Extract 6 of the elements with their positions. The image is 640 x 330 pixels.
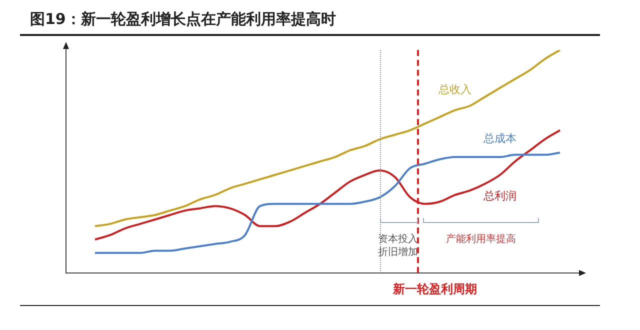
series-label: 总利润 [482, 190, 516, 203]
annotation: 产能利用率提高 [445, 233, 517, 246]
series-label: 总收入 [438, 83, 472, 96]
text: 新一轮盈利周期 [392, 282, 478, 296]
series-label: 总成本 [482, 132, 516, 145]
chart-title: 图19：新一轮盈利增长点在产能利用率提高时 [29, 10, 336, 28]
